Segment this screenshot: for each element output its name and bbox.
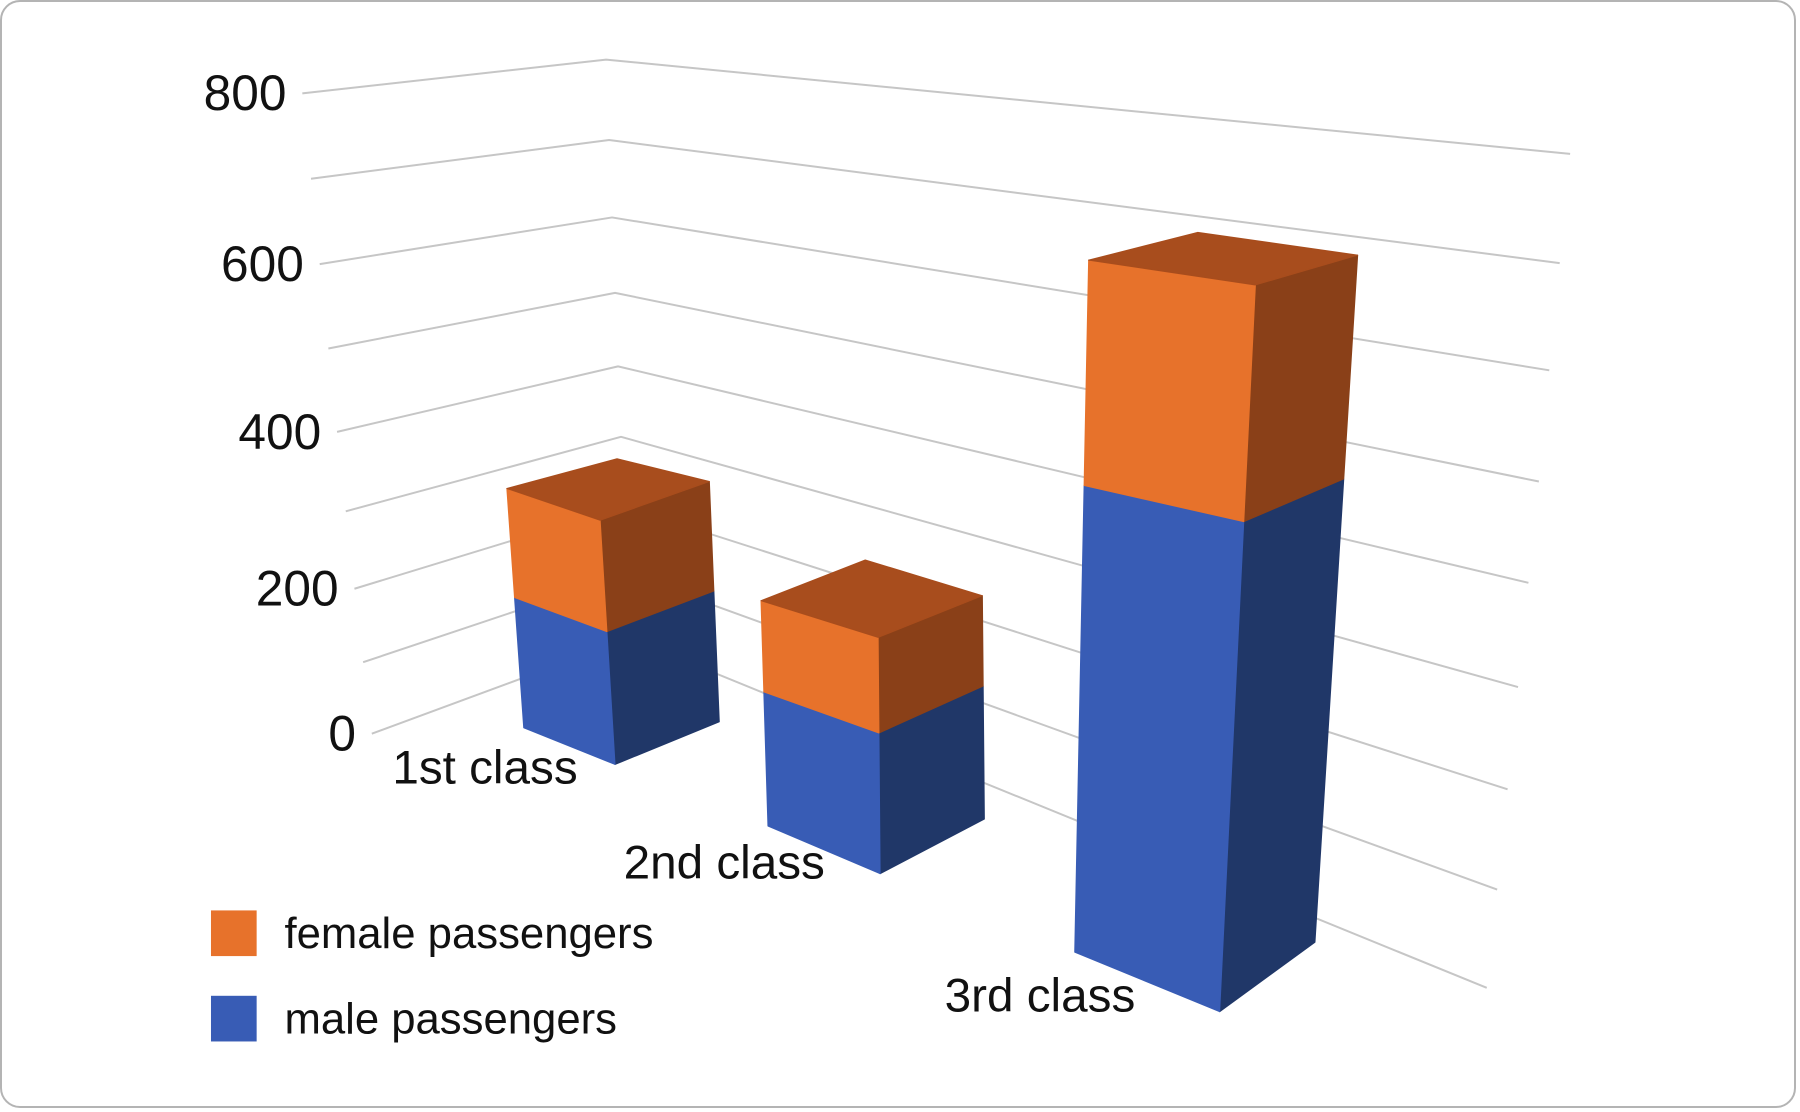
female-segment-top-face [760,559,983,638]
y-tick-label-600: 600 [221,236,304,292]
bar-3rd-class [1074,231,1359,1013]
female-segment-top-face [506,458,710,521]
y-tick-label-200: 200 [256,561,339,617]
y-tick-label-0: 0 [328,706,356,762]
category-label-1: 1st class [392,741,577,794]
legend-swatch [210,910,257,957]
bars [506,231,1359,1013]
category-label-3: 3rd class [945,970,1136,1023]
y-axis-tick-labels: 0 200 400 600 800 [204,65,356,761]
gridline-500 [328,291,1540,483]
male-segment-front-face [1074,485,1245,1013]
legend-item-male: male passengers [210,995,617,1044]
legend-label: male passengers [284,995,617,1044]
category-label-2: 2nd class [624,837,825,890]
bar-1st-class [506,458,720,765]
y-tick-label-400: 400 [238,404,321,460]
y-tick-label-800: 800 [204,65,287,121]
legend-item-female: female passengers [210,909,653,958]
female-segment-top-face [1088,231,1359,286]
legend-label: female passengers [284,909,653,958]
legend: female passengers male passengers [210,909,653,1044]
legend-swatch [210,995,257,1042]
female-segment-front-face [1083,259,1256,523]
category-labels: 1st class 2nd class 3rd class [392,741,1135,1022]
gridlines [302,58,1571,989]
bar-2nd-class [760,559,985,875]
gridline-600 [319,216,1550,372]
gridline-700 [310,139,1560,265]
gridline-800 [302,58,1571,155]
